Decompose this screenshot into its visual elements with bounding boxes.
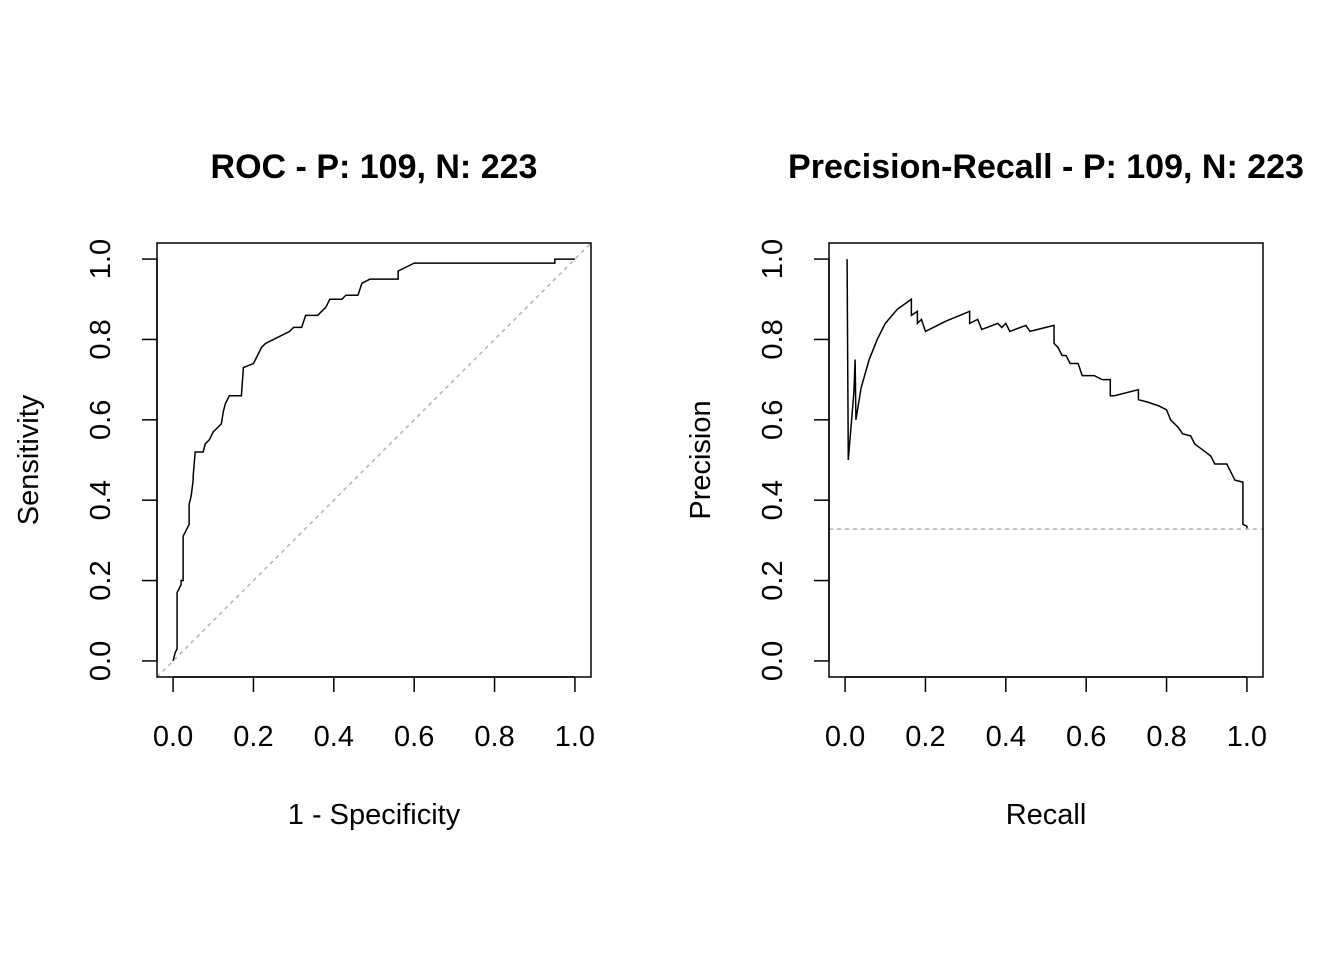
chart-title: ROC - P: 109, N: 223 [211, 148, 538, 186]
y-tick-label: 1.0 [85, 239, 117, 279]
y-tick-label: 0.4 [757, 480, 789, 520]
x-axis-label: Recall [1006, 799, 1087, 831]
panel: Precision-Recall - P: 109, N: 223 Recall P… [685, 148, 1304, 831]
y-axis-label: Precision [685, 400, 717, 519]
y-tick-label: 1.0 [757, 239, 789, 279]
x-tick-label: 0.0 [825, 721, 865, 753]
y-tick-label: 0.8 [757, 319, 789, 359]
y-tick-label: 0.0 [757, 641, 789, 681]
plot-box [828, 242, 1264, 678]
x-tick-label: 0.2 [233, 721, 273, 753]
x-tick-label: 0.4 [986, 721, 1026, 753]
chart-title: Precision-Recall - P: 109, N: 223 [788, 148, 1304, 186]
curve [846, 259, 1248, 529]
y-tick-label: 0.4 [85, 480, 117, 520]
x-tick-label: 0.2 [905, 721, 945, 753]
y-tick-label: 0.6 [757, 400, 789, 440]
x-tick-label: 0.0 [153, 721, 193, 753]
y-tick-label: 0.6 [85, 400, 117, 440]
x-tick-label: 1.0 [1227, 721, 1267, 753]
panel: ROC - P: 109, N: 223 1 - Specificity Sensi… [13, 148, 595, 831]
x-tick-label: 0.6 [394, 721, 434, 753]
x-tick-label: 0.8 [474, 721, 514, 753]
x-tick-label: 1.0 [555, 721, 595, 753]
x-tick-label: 0.6 [1066, 721, 1106, 753]
y-tick-label: 0.2 [85, 560, 117, 600]
reference-line [157, 243, 591, 677]
x-axis-label: 1 - Specificity [288, 799, 461, 831]
y-tick-label: 0.2 [757, 560, 789, 600]
y-tick-label: 0.8 [85, 319, 117, 359]
curve [172, 258, 575, 662]
x-tick-label: 0.4 [314, 721, 354, 753]
x-tick-label: 0.8 [1146, 721, 1186, 753]
y-axis-label: Sensitivity [13, 394, 45, 525]
y-tick-label: 0.0 [85, 641, 117, 681]
